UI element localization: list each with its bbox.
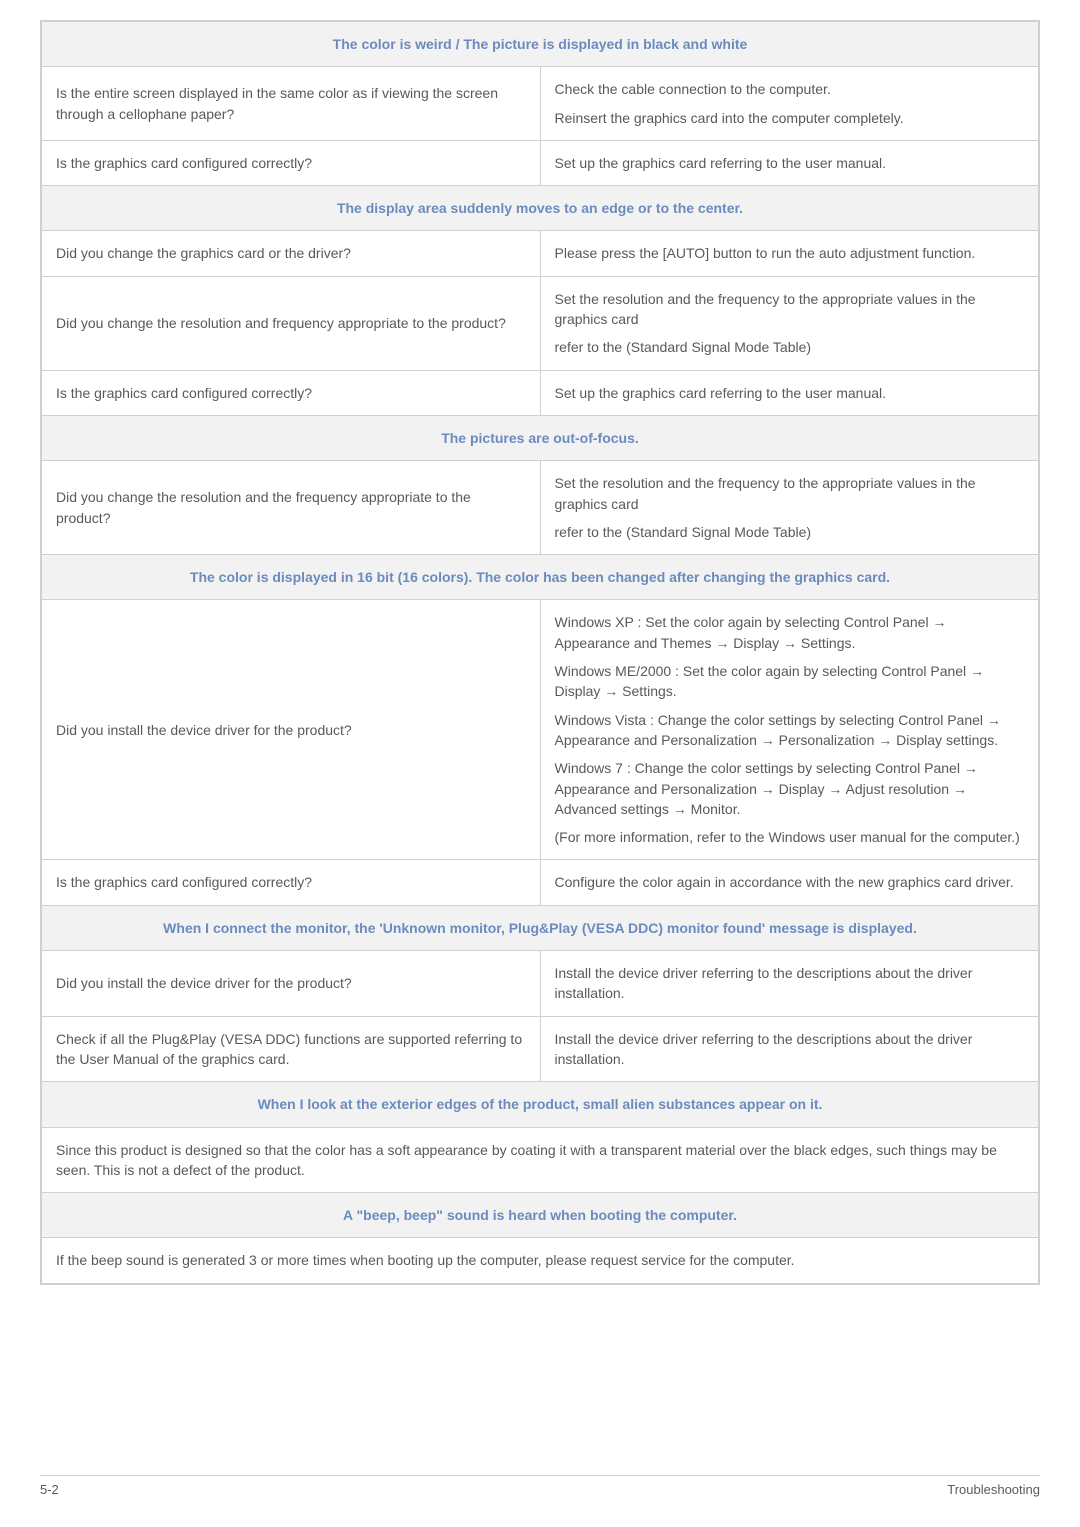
section-full-text: If the beep sound is generated 3 or more…	[41, 1238, 1039, 1284]
section-full-text: Since this product is designed so that t…	[41, 1127, 1039, 1193]
section-header: The color is weird / The picture is disp…	[41, 21, 1039, 67]
section-header: The color is displayed in 16 bit (16 col…	[41, 555, 1039, 600]
answer-line: refer to the (Standard Signal Mode Table…	[555, 337, 1025, 357]
question-cell: Did you change the graphics card or the …	[41, 231, 540, 276]
answer-line: Reinsert the graphics card into the comp…	[555, 108, 1025, 128]
answer-line: refer to the (Standard Signal Mode Table…	[555, 522, 1025, 542]
answer-line: Set up the graphics card referring to th…	[555, 383, 1025, 403]
question-cell: Did you change the resolution and freque…	[41, 276, 540, 370]
section-header: A "beep, beep" sound is heard when booti…	[41, 1193, 1039, 1238]
question-cell: Check if all the Plug&Play (VESA DDC) fu…	[41, 1016, 540, 1082]
answer-line: Set the resolution and the frequency to …	[555, 289, 1025, 330]
answer-line: Set the resolution and the frequency to …	[555, 473, 1025, 514]
answer-line: Set up the graphics card referring to th…	[555, 153, 1025, 173]
question-cell: Is the graphics card configured correctl…	[41, 370, 540, 415]
answer-line: Please press the [AUTO] button to run th…	[555, 243, 1025, 263]
section-header: When I connect the monitor, the 'Unknown…	[41, 905, 1039, 950]
answer-line: Windows 7 : Change the color settings by…	[555, 758, 1025, 819]
question-cell: Is the graphics card configured correctl…	[41, 140, 540, 185]
answer-line: Install the device driver referring to t…	[555, 1029, 1025, 1070]
answer-cell: Install the device driver referring to t…	[540, 951, 1039, 1017]
troubleshooting-table: The color is weird / The picture is disp…	[40, 20, 1040, 1285]
answer-cell: Set the resolution and the frequency to …	[540, 276, 1039, 370]
answer-cell: Set the resolution and the frequency to …	[540, 461, 1039, 555]
answer-line: Install the device driver referring to t…	[555, 963, 1025, 1004]
answer-line: (For more information, refer to the Wind…	[555, 827, 1025, 847]
question-cell: Is the entire screen displayed in the sa…	[41, 67, 540, 141]
section-header: The pictures are out-of-focus.	[41, 415, 1039, 460]
question-cell: Is the graphics card configured correctl…	[41, 860, 540, 905]
answer-cell: Check the cable connection to the comput…	[540, 67, 1039, 141]
answer-cell: Configure the color again in accordance …	[540, 860, 1039, 905]
question-cell: Did you install the device driver for th…	[41, 600, 540, 860]
section-header: The display area suddenly moves to an ed…	[41, 186, 1039, 231]
answer-cell: Windows XP : Set the color again by sele…	[540, 600, 1039, 860]
answer-cell: Please press the [AUTO] button to run th…	[540, 231, 1039, 276]
answer-line: Windows XP : Set the color again by sele…	[555, 612, 1025, 653]
answer-line: Check the cable connection to the comput…	[555, 79, 1025, 99]
answer-line: Windows ME/2000 : Set the color again by…	[555, 661, 1025, 702]
question-cell: Did you change the resolution and the fr…	[41, 461, 540, 555]
page-number: 5-2	[40, 1482, 59, 1497]
section-header: When I look at the exterior edges of the…	[41, 1082, 1039, 1127]
footer-title: Troubleshooting	[947, 1482, 1040, 1497]
page-footer: 5-2 Troubleshooting	[40, 1475, 1040, 1497]
answer-cell: Set up the graphics card referring to th…	[540, 140, 1039, 185]
answer-cell: Install the device driver referring to t…	[540, 1016, 1039, 1082]
answer-cell: Set up the graphics card referring to th…	[540, 370, 1039, 415]
answer-line: Windows Vista : Change the color setting…	[555, 710, 1025, 751]
question-cell: Did you install the device driver for th…	[41, 951, 540, 1017]
answer-line: Configure the color again in accordance …	[555, 872, 1025, 892]
